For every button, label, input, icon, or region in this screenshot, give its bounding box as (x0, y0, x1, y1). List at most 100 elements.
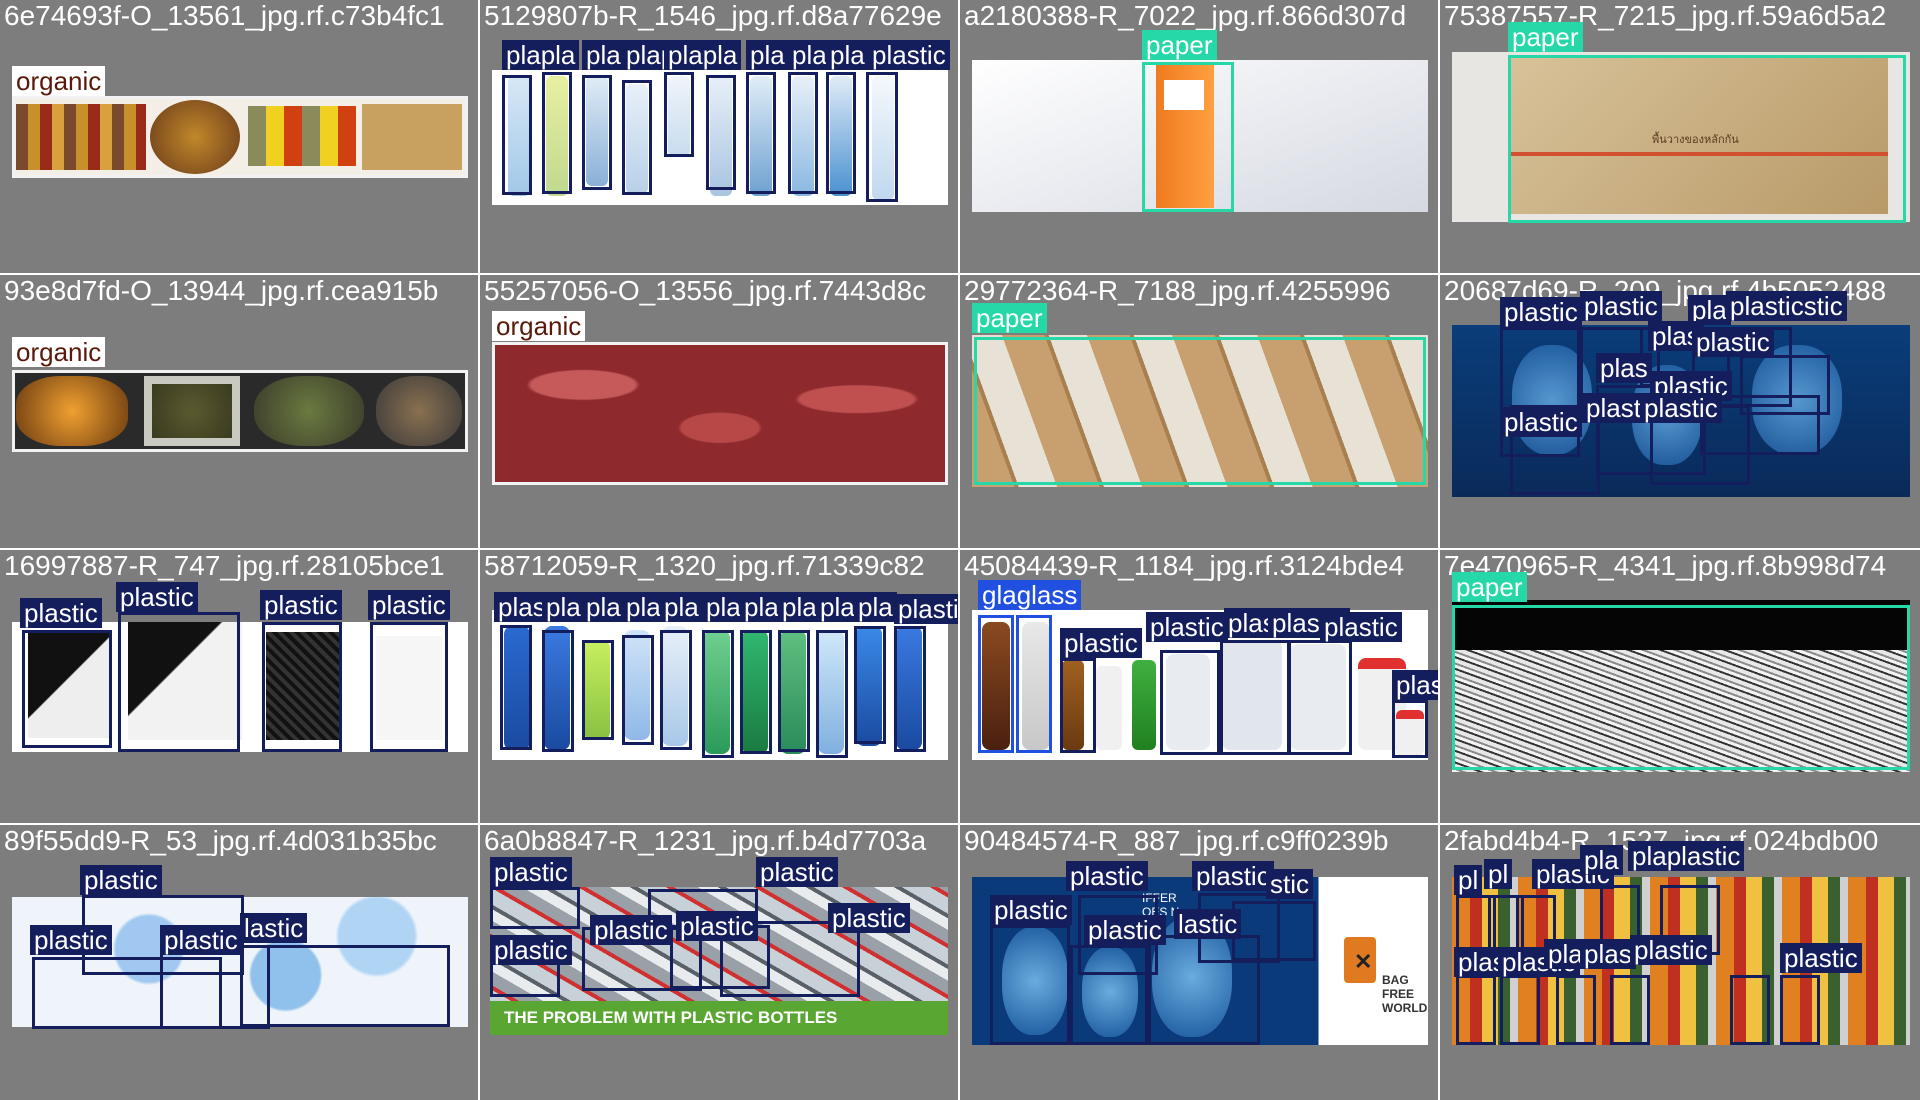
bag-free-logo: BAG FREE WORLD (1382, 973, 1428, 1015)
tile-photo (12, 370, 468, 452)
image-tile[interactable]: 5129807b-R_1546_jpg.rf.d8a77629e plapla … (480, 0, 958, 273)
bbox-plastic (542, 72, 572, 194)
bbox-label: plaplastic (1628, 841, 1745, 871)
bbox-label: plastic (1066, 861, 1148, 891)
bbox-label: paper (972, 303, 1047, 333)
bbox-label: pla (542, 592, 585, 622)
bbox-label: plastic (1320, 612, 1402, 642)
bbox-label: plas (1596, 353, 1652, 383)
bbox-label: paper (1452, 572, 1527, 602)
image-tile[interactable]: 29772364-R_7188_jpg.rf.4255996 paper (960, 275, 1438, 548)
bbox-plastic (788, 72, 818, 194)
bbox-label: paper (1142, 30, 1217, 60)
image-tile[interactable]: 93e8d7fd-O_13944_jpg.rf.cea915b organic (0, 275, 478, 548)
bbox-plastic (32, 957, 222, 1029)
bbox-label: organic (12, 337, 106, 367)
bbox-label: pla (582, 40, 625, 70)
bbox-label: plastic (1640, 393, 1722, 423)
image-tile[interactable]: 90484574-R_887_jpg.rf.c9ff0239b IFFER OE… (960, 825, 1438, 1100)
bbox-plastic (22, 630, 112, 748)
bbox-label: plastic (1500, 407, 1582, 437)
tile-title: 90484574-R_887_jpg.rf.c9ff0239b (964, 825, 1389, 856)
bbox-label: plastic (676, 911, 758, 941)
bbox-paper (974, 337, 1426, 485)
bbox-label: plastic (490, 857, 572, 887)
bbox-label: pl (1484, 859, 1513, 889)
bbox-plastic (854, 626, 886, 744)
image-tile[interactable]: 20687d69-R_209_jpg.rf.4b5052488 plastic … (1440, 275, 1920, 548)
image-tile[interactable]: 6a0b8847-R_1231_jpg.rf.b4d7703a THE PROB… (480, 825, 958, 1100)
image-tile[interactable]: 6e74693f-O_13561_jpg.rf.c73b4fc1 organic (0, 0, 478, 273)
bbox-label: plastic (30, 925, 112, 955)
bbox-label: plastic (80, 865, 162, 895)
bbox-label: pla (660, 592, 703, 622)
image-tile[interactable]: 7e470965-R_4341_jpg.rf.8b998d74 paper (1440, 550, 1920, 823)
bbox-plastic (826, 72, 856, 194)
bbox-plastic (866, 72, 898, 202)
tile-title: 16997887-R_747_jpg.rf.28105bce1 (4, 550, 445, 581)
bbox-label: plastic (1060, 628, 1142, 658)
bbox-label: plastic (20, 598, 102, 628)
bbox-organic (12, 96, 468, 178)
tile-title: a2180388-R_7022_jpg.rf.866d307d (964, 0, 1407, 31)
bbox-label: pla (582, 592, 625, 622)
bbox-label: plas (1580, 939, 1636, 969)
bbox-label: plastic (260, 590, 342, 620)
tile-photo (492, 70, 948, 205)
bbox-label: plastic (116, 582, 198, 612)
image-tile[interactable]: 45084439-R_1184_jpg.rf.3124bde4 glaglass… (960, 550, 1438, 823)
bbox-label: pla (746, 40, 789, 70)
bbox-plastic (1148, 935, 1260, 1045)
bbox-organic (12, 370, 468, 452)
bbox-label: pla (826, 40, 869, 70)
bbox-label: plastic (894, 594, 958, 624)
bbox-label: plastic (1500, 297, 1582, 327)
image-tile[interactable]: 89f55dd9-R_53_jpg.rf.4d031b35bc plastic … (0, 825, 478, 1100)
bbox-plastic (1160, 650, 1220, 755)
bbox-label: pla (1544, 939, 1587, 969)
bbox-label: glaglass (978, 580, 1082, 610)
bbox-plastic (720, 921, 860, 997)
bbox-label: stic (1266, 869, 1313, 899)
bbox-label: plapla (664, 40, 742, 70)
bbox-plastic (702, 630, 734, 758)
bbox-label: plasticstic (1726, 291, 1847, 321)
bbox-label: plastic (490, 935, 572, 965)
bbox-label: pla (702, 592, 745, 622)
box-print-text: พื้นวางของหลักกัน (1652, 134, 1739, 146)
bbox-label: lastic (1174, 909, 1242, 939)
bbox-plastic (1392, 700, 1428, 758)
bbox-label: organic (492, 311, 586, 341)
bbox-label: pl (1454, 865, 1483, 895)
image-tile[interactable]: 16997887-R_747_jpg.rf.28105bce1 plastic … (0, 550, 478, 823)
bbox-plastic (582, 75, 612, 190)
bbox-plastic (1730, 975, 1770, 1045)
bbox-plastic (706, 75, 736, 190)
image-tile[interactable]: 75387557-R_7215_jpg.rf.59a6d5a2 พื้นวางข… (1440, 0, 1920, 273)
bbox-paper (1142, 62, 1234, 212)
tile-photo (12, 622, 468, 752)
bbox-label: plastic (1146, 612, 1228, 642)
bbox-plastic (894, 626, 926, 752)
bbox-plastic (1220, 640, 1290, 755)
bbox-plastic (622, 80, 652, 195)
bbox-plastic (746, 72, 776, 194)
image-tile[interactable]: a2180388-R_7022_jpg.rf.866d307d paper (960, 0, 1438, 273)
bbox-plastic (582, 640, 614, 740)
bbox-plastic (1556, 975, 1596, 1045)
image-tile[interactable]: 58712059-R_1320_jpg.rf.71339c82 plas pla… (480, 550, 958, 823)
bbox-paper (1452, 605, 1910, 770)
bbox-label: plastic (1084, 915, 1166, 945)
bbox-label: paper (1508, 22, 1583, 52)
tile-photo: พื้นวางของหลักกัน (1452, 52, 1910, 222)
bbox-plastic (1740, 355, 1830, 415)
bbox-plastic (740, 630, 772, 754)
bbox-label: organic (12, 66, 106, 96)
bbox-plastic (778, 630, 810, 752)
bbox-plastic (1500, 975, 1540, 1045)
tile-title: 93e8d7fd-O_13944_jpg.rf.cea915b (4, 275, 439, 306)
bbox-plastic (370, 622, 448, 752)
image-tile[interactable]: 55257056-O_13556_jpg.rf.7443d8c organic (480, 275, 958, 548)
image-tile[interactable]: 2fabd4b4-R_1527_jpg.rf.024bdb00 pl pl pl… (1440, 825, 1920, 1100)
bbox-label: plastic (868, 40, 950, 70)
